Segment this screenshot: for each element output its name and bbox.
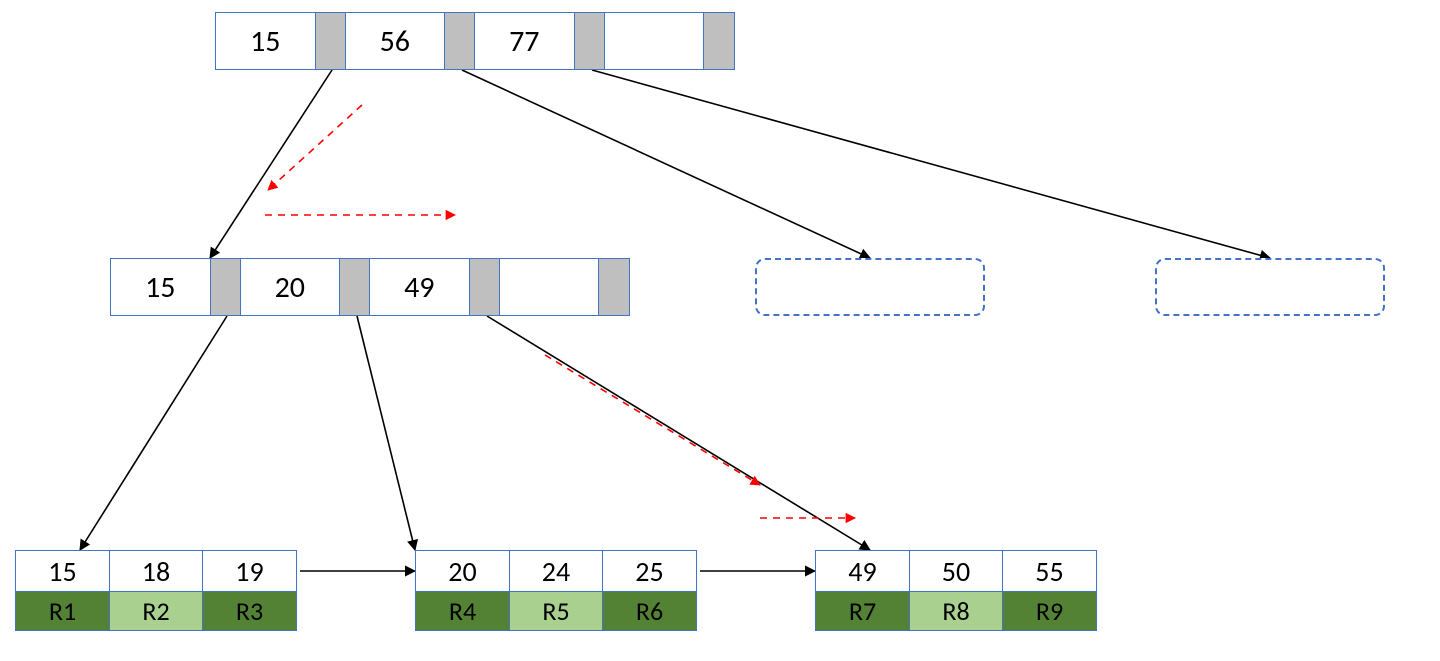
pointer-cell: [575, 13, 605, 69]
leaf-record-cell: R7: [815, 591, 910, 631]
pointer-cell: [316, 13, 346, 69]
leaf-record-cell: R2: [109, 591, 204, 631]
leaf-key-cell: 19: [202, 550, 297, 592]
leaf-record-cell: R6: [602, 591, 697, 631]
edge-arrow: [80, 316, 227, 550]
leaf-node-leaf2: 202425R4R5R6: [415, 550, 697, 631]
pointer-cell: [704, 13, 734, 69]
leaf-record-row: R4R5R6: [415, 591, 697, 631]
key-cell: 15: [111, 259, 211, 315]
leaf-record-cell: R5: [509, 591, 604, 631]
edge-arrow: [357, 316, 415, 550]
pointer-cell: [340, 259, 370, 315]
placeholder-node-ph3: [1155, 258, 1385, 316]
key-cell: 56: [346, 13, 446, 69]
btree-diagram: 155677152049151819R1R2R3202425R4R5R64950…: [0, 0, 1440, 661]
leaf-key-cell: 49: [815, 550, 910, 592]
leaf-key-cell: 25: [602, 550, 697, 592]
key-cell: 20: [241, 259, 341, 315]
trace-arrow: [268, 105, 362, 190]
btree-node-child1: 15 20 49: [110, 258, 630, 316]
key-cell: 77: [475, 13, 575, 69]
leaf-record-cell: R1: [15, 591, 110, 631]
leaf-record-row: R1R2R3: [15, 591, 297, 631]
leaf-key-cell: 18: [109, 550, 204, 592]
leaf-record-cell: R3: [202, 591, 297, 631]
leaf-record-cell: R9: [1002, 591, 1097, 631]
pointer-cell: [211, 259, 241, 315]
leaf-node-leaf1: 151819R1R2R3: [15, 550, 297, 631]
key-cell: [605, 13, 705, 69]
leaf-record-cell: R4: [415, 591, 510, 631]
leaf-key-row: 495055: [815, 550, 1097, 592]
leaf-node-leaf3: 495055R7R8R9: [815, 550, 1097, 631]
leaf-record-row: R7R8R9: [815, 591, 1097, 631]
key-cell: 49: [370, 259, 470, 315]
edge-arrow: [210, 70, 332, 258]
leaf-key-cell: 50: [909, 550, 1004, 592]
btree-node-root: 15 56 77: [215, 12, 735, 70]
key-cell: [500, 259, 600, 315]
trace-arrow: [545, 355, 760, 485]
edge-arrow: [592, 70, 1270, 258]
leaf-record-cell: R8: [909, 591, 1004, 631]
edge-arrow: [487, 316, 870, 550]
pointer-cell: [470, 259, 500, 315]
key-cell: 15: [216, 13, 316, 69]
pointer-cell: [445, 13, 475, 69]
leaf-key-cell: 15: [15, 550, 110, 592]
leaf-key-cell: 55: [1002, 550, 1097, 592]
leaf-key-row: 151819: [15, 550, 297, 592]
leaf-key-row: 202425: [415, 550, 697, 592]
edge-arrow: [462, 70, 870, 258]
leaf-key-cell: 24: [509, 550, 604, 592]
placeholder-node-ph2: [755, 258, 985, 316]
leaf-key-cell: 20: [415, 550, 510, 592]
pointer-cell: [599, 259, 629, 315]
